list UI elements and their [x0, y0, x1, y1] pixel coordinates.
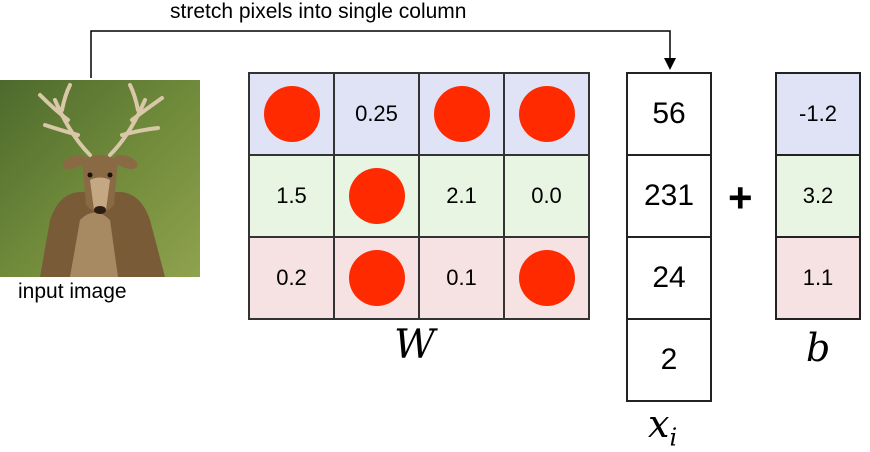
weight-cell: 1.5 [249, 155, 334, 237]
red-dot-icon [518, 250, 575, 306]
red-dot-icon [518, 86, 575, 142]
plus-operator: + [728, 174, 753, 221]
weight-cell: 0.1 [419, 237, 504, 319]
stretch-caption: stretch pixels into single column [170, 0, 467, 23]
weight-cell [419, 73, 504, 155]
red-dot-icon [348, 168, 405, 224]
weight-cell [504, 73, 589, 155]
weight-value: 0.25 [355, 101, 398, 126]
bias-vector: -1.2 3.2 1.1 [775, 72, 861, 320]
pixel-vector: 56 231 24 2 [626, 72, 712, 402]
pixel-value: 56 [627, 73, 711, 155]
weight-cell [334, 155, 419, 237]
weight-value: 0.1 [446, 265, 477, 290]
red-dot-icon [263, 86, 320, 142]
bias-value: -1.2 [776, 73, 860, 155]
input-image-label: input image [18, 280, 127, 303]
weight-cell [334, 237, 419, 319]
bias-vector-label: b [806, 326, 831, 370]
weight-cell [249, 73, 334, 155]
weight-cell: 0.2 [249, 237, 334, 319]
weight-cell: 0.25 [334, 73, 419, 155]
weight-cell: 2.1 [419, 155, 504, 237]
pixel-vector-label: xi [648, 402, 678, 452]
red-dot-icon [433, 86, 490, 142]
bias-value: 3.2 [776, 155, 860, 237]
weight-value: 0.2 [276, 265, 307, 290]
bias-value: 1.1 [776, 237, 860, 319]
weight-value: 1.5 [276, 183, 307, 208]
weight-value: 0.0 [531, 183, 562, 208]
pixel-value: 24 [627, 237, 711, 319]
weight-matrix: 0.25 1.5 2.1 0.0 0.2 0.1 [248, 72, 590, 320]
weight-matrix-label: W [394, 322, 436, 368]
weight-cell: 0.0 [504, 155, 589, 237]
weight-value: 2.1 [446, 183, 477, 208]
input-image [0, 80, 200, 277]
weight-cell [504, 237, 589, 319]
red-dot-icon [348, 250, 405, 306]
pixel-value: 231 [627, 155, 711, 237]
pixel-value: 2 [627, 319, 711, 401]
